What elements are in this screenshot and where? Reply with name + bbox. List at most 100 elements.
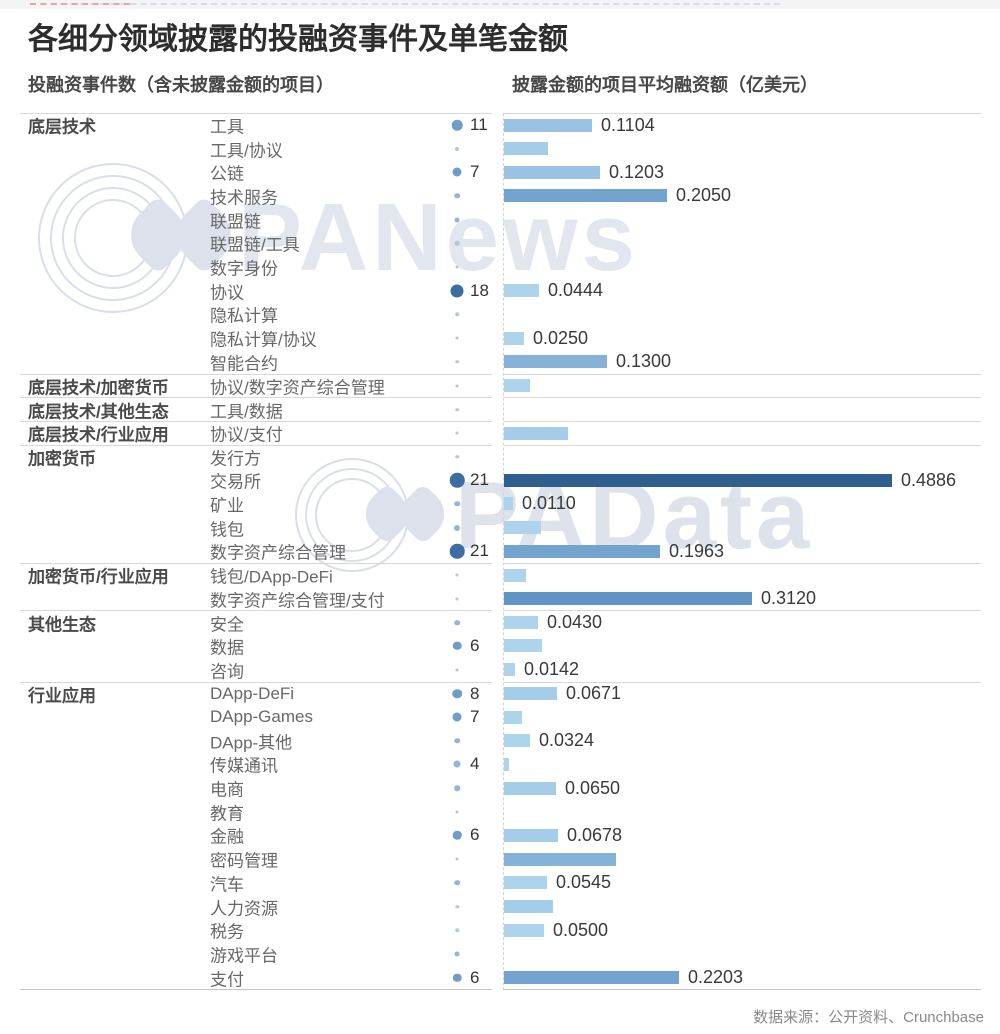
event-count-dot	[452, 712, 462, 722]
avg-amount-row: 0.0678	[504, 824, 981, 848]
avg-amount-bar	[504, 331, 524, 345]
event-count-dot	[455, 384, 459, 388]
group-label: 底层技术	[28, 117, 96, 137]
category-row: 数据 6	[20, 634, 492, 658]
avg-amount-bar	[504, 355, 607, 369]
avg-amount-bar	[504, 710, 522, 724]
avg-amount-row: 0.0650	[504, 776, 981, 800]
subcategory-label: 工具	[210, 117, 244, 137]
category-row: 支付 6	[20, 966, 492, 990]
event-count-dot	[452, 973, 462, 982]
avg-amount-bar	[504, 473, 892, 487]
page-title: 各细分领域披露的投融资事件及单笔金额	[28, 23, 568, 56]
category-row: 公链 7	[20, 160, 492, 184]
event-count-dot	[455, 407, 459, 412]
event-count-value: 21	[470, 541, 489, 561]
event-count-dot	[454, 501, 460, 507]
category-row: 底层技术 工具 11	[20, 113, 492, 137]
event-count-dot	[452, 167, 462, 177]
avg-amount-label: 0.0142	[524, 659, 580, 680]
avg-amount-row: 0.2050	[504, 184, 981, 208]
subcategory-label: 公链	[210, 164, 244, 184]
avg-amount-row: 0.1104	[504, 113, 981, 137]
data-source-note: 数据来源：公开资料、Crunchbase	[753, 1009, 984, 1026]
avg-amount-label: 0.4886	[901, 469, 957, 490]
category-row: DApp-Games 7	[20, 705, 492, 729]
category-row: 联盟链/工具	[20, 231, 492, 255]
event-count-dot	[455, 146, 459, 151]
category-row: 矿业	[20, 492, 492, 516]
category-row: 行业应用 DApp-DeFi 8	[20, 681, 492, 706]
event-count-dot	[455, 431, 459, 435]
event-count-dot	[455, 597, 459, 601]
category-row: 底层技术/行业应用 协议/支付	[20, 420, 492, 445]
category-row: 交易所 21	[20, 468, 492, 492]
subcategory-label: 数字身份	[210, 259, 278, 279]
avg-amount-row: 0.0444	[504, 279, 981, 303]
avg-amount-bar	[504, 118, 592, 132]
event-count-dot	[455, 928, 459, 932]
avg-amount-row	[504, 373, 981, 398]
avg-amount-bar	[504, 757, 509, 771]
avg-amount-bar	[504, 165, 600, 179]
avg-amount-row: 0.1203	[504, 160, 981, 184]
avg-amount-bar	[504, 900, 553, 914]
subcategory-label: 隐私计算/协议	[210, 330, 317, 350]
group-label: 行业应用	[28, 686, 96, 706]
avg-amount-row	[504, 847, 981, 871]
category-row: 人力资源	[20, 895, 492, 919]
event-count-dot	[454, 785, 460, 791]
event-count-value: 7	[470, 162, 480, 182]
category-row: 电商	[20, 776, 492, 800]
subcategory-label: 联盟链	[210, 212, 261, 232]
avg-amount-bar	[504, 592, 752, 606]
event-count-dot	[451, 120, 463, 131]
subcategory-label: 矿业	[210, 496, 244, 516]
avg-amount-label: 0.2203	[688, 967, 744, 988]
category-row: 数字资产综合管理/支付	[20, 587, 492, 611]
event-count-dot	[455, 455, 459, 459]
avg-amount-row: 0.3120	[504, 587, 981, 611]
subcategory-label: 隐私计算	[210, 306, 278, 326]
event-count-value: 6	[470, 635, 480, 655]
avg-amount-bar	[504, 734, 530, 748]
avg-amount-bar	[504, 521, 541, 535]
left-column-header: 投融资事件数（含未披露金额的项目）	[28, 75, 334, 95]
avg-amount-bar	[504, 663, 515, 677]
event-count-dot	[455, 668, 459, 672]
avg-amount-label: 0.2050	[676, 185, 732, 206]
avg-amount-row: 0.0500	[504, 918, 981, 942]
avg-amount-row	[504, 208, 981, 232]
avg-amount-row: 0.0545	[504, 871, 981, 895]
avg-amount-label: 0.0444	[548, 280, 604, 301]
subcategory-label: 游戏平台	[210, 946, 278, 966]
subcategory-label: 发行方	[210, 449, 261, 469]
subcategory-label: 金融	[210, 827, 244, 847]
avg-amount-row	[504, 255, 981, 279]
category-row: 税务	[20, 918, 492, 942]
avg-amount-label: 0.0430	[547, 612, 603, 633]
avg-amount-bar	[504, 876, 547, 890]
event-count-value: 6	[470, 967, 480, 987]
avg-amount-row	[504, 444, 981, 469]
avg-amount-label: 0.1203	[609, 161, 665, 182]
avg-amount-row: 0.4886	[504, 468, 981, 492]
category-row: 教育	[20, 800, 492, 824]
event-count-dot	[449, 472, 465, 488]
avg-amount-label: 0.1104	[601, 114, 655, 135]
avg-amount-row	[504, 563, 981, 587]
avg-amount-row	[504, 942, 981, 966]
subcategory-label: 咨询	[210, 662, 244, 682]
avg-amount-label: 0.0671	[566, 683, 622, 704]
avg-amount-bar	[504, 616, 538, 630]
subcategory-label: 税务	[210, 922, 244, 942]
avg-amount-panel: 0.1104 0.1203 0.2050 0.0444 0.0250 0.1300 0.48…	[503, 113, 981, 991]
category-row: 底层技术/加密货币 协议/数字资产综合管理	[20, 373, 492, 397]
subcategory-label: 钱包/DApp-DeFi	[210, 567, 333, 587]
avg-amount-row: 0.0430	[504, 610, 981, 634]
event-count-dot	[452, 831, 462, 840]
category-row: 底层技术/其他生态 工具/数据	[20, 397, 492, 421]
avg-amount-bar	[504, 568, 526, 582]
avg-amount-row	[504, 800, 981, 824]
event-count-dot	[449, 543, 465, 559]
